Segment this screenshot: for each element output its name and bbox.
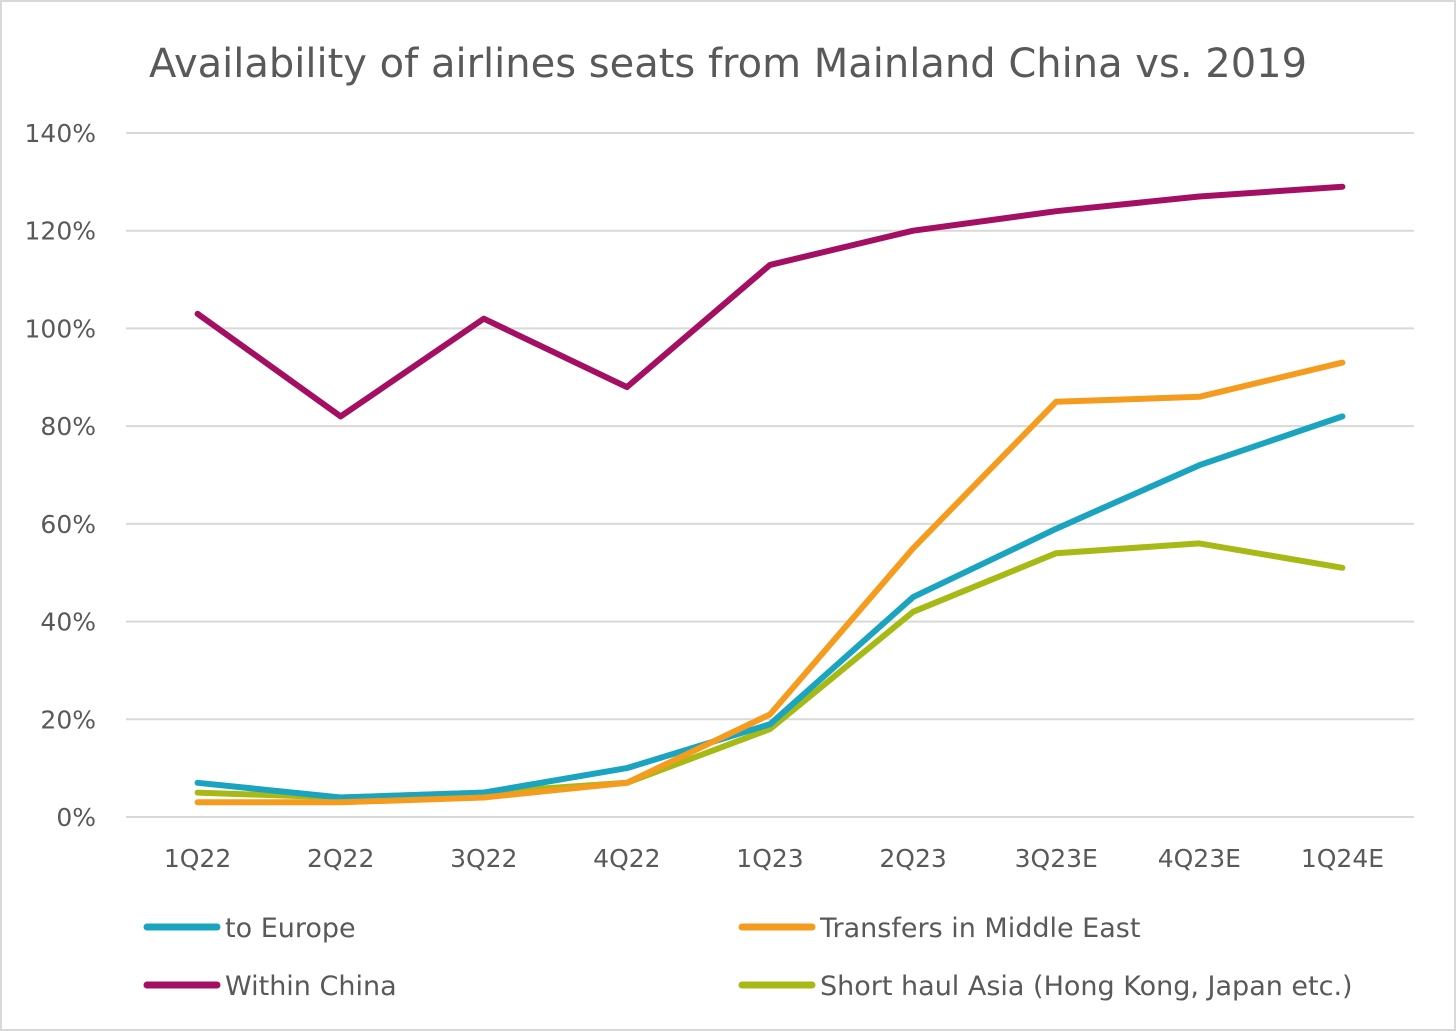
series-line-short-haul-asia-hong-kong-japan-etc — [194, 540, 1346, 801]
x-tick-label: 3Q22 — [450, 844, 517, 873]
x-tick-label: 1Q23 — [736, 844, 803, 873]
legend-item-to-europe: to Europe — [143, 913, 356, 944]
series-line-within-china — [194, 183, 1346, 420]
x-tick-label: 3Q23E — [1015, 844, 1098, 873]
x-tick-label: 2Q23 — [879, 844, 946, 873]
legend-item-short-haul-asia-hong-kong-japan-etc: Short haul Asia (Hong Kong, Japan etc.) — [738, 971, 1353, 1002]
series-line-transfers-in-middle-east — [194, 359, 1346, 806]
x-axis-tick-labels: 1Q22 2Q22 3Q22 4Q22 1Q23 2Q23 3Q23E 4Q23E 1Q24E — [164, 844, 1384, 873]
x-tick-label: 4Q22 — [593, 844, 660, 873]
series-lines — [194, 183, 1346, 806]
y-tick-label: 0% — [56, 803, 96, 832]
chart-title: Availability of airlines seats from Main… — [149, 41, 1307, 87]
legend: to Europe Transfers in Middle East Within … — [143, 913, 1353, 1002]
x-tick-label: 2Q22 — [307, 844, 374, 873]
y-tick-label: 100% — [25, 314, 96, 343]
y-tick-label: 20% — [40, 705, 96, 734]
legend-item-within-china: Within China — [143, 971, 397, 1002]
legend-label: Within China — [225, 971, 397, 1002]
x-tick-label: 1Q24E — [1301, 844, 1384, 873]
legend-label: to Europe — [225, 913, 356, 944]
y-tick-label: 40% — [40, 608, 96, 637]
legend-item-transfers-in-middle-east: Transfers in Middle East — [738, 913, 1140, 944]
series-line-to-europe — [194, 413, 1346, 801]
legend-label: Transfers in Middle East — [819, 913, 1140, 944]
x-tick-label: 1Q22 — [164, 844, 231, 873]
gridlines — [126, 132, 1414, 818]
legend-label: Short haul Asia (Hong Kong, Japan etc.) — [820, 971, 1353, 1002]
y-tick-label: 60% — [40, 510, 96, 539]
y-tick-label: 80% — [40, 412, 96, 441]
x-tick-label: 4Q23E — [1158, 844, 1241, 873]
y-tick-label: 120% — [25, 217, 96, 246]
y-tick-label: 140% — [25, 119, 96, 148]
y-axis-tick-labels: 0% 20% 40% 60% 80% 100% 120% 140% — [25, 119, 96, 832]
